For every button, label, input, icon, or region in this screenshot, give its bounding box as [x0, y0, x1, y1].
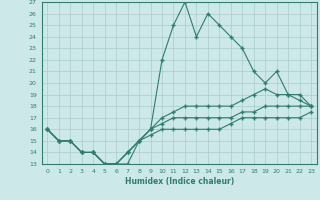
X-axis label: Humidex (Indice chaleur): Humidex (Indice chaleur): [124, 177, 234, 186]
